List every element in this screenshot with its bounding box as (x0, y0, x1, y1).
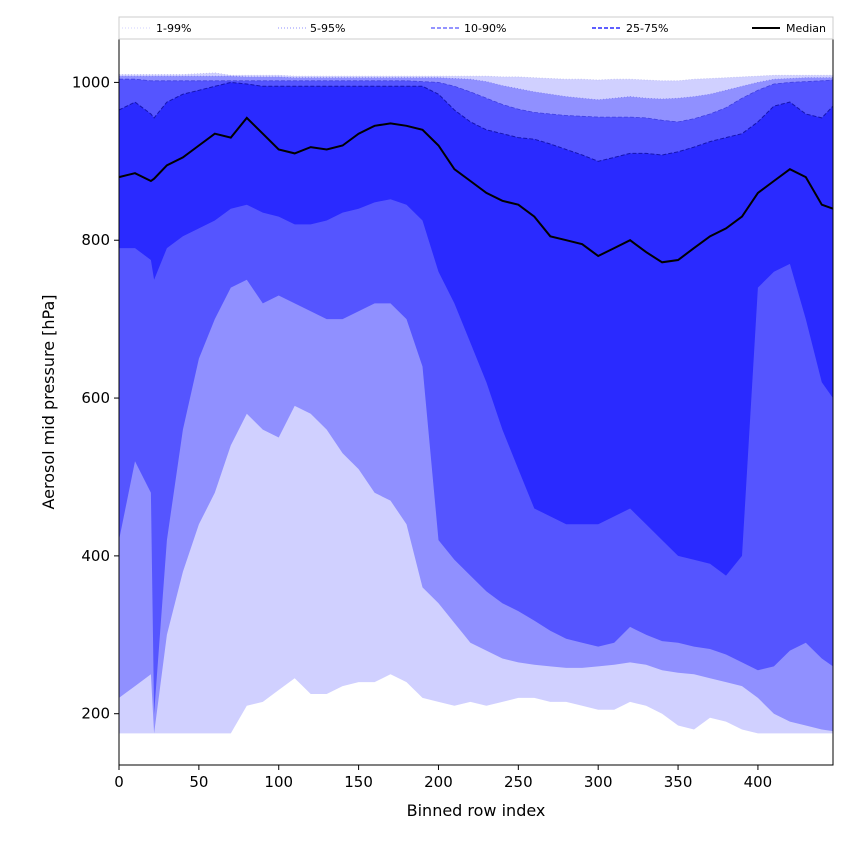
median-line (118, 116, 834, 264)
band-upper-edge-25to75 (118, 81, 834, 162)
band-25to75 (119, 82, 833, 576)
legend: 1-99% 5-95% 10-90% 25-75% Median (118, 16, 834, 40)
y-tick-label: 800 (81, 231, 110, 249)
y-tick-label: 400 (81, 547, 110, 565)
median-layer (118, 116, 834, 264)
x-tick-label: 350 (664, 773, 693, 791)
y-tick-label: 200 (81, 705, 110, 723)
legend-label: 25-75% (626, 22, 668, 35)
y-axis-label: Aerosol mid pressure [hPa] (39, 294, 58, 509)
x-tick-label: 250 (504, 773, 533, 791)
band-upper-edge-1to99 (119, 72, 833, 82)
y-tick-label: 600 (81, 389, 110, 407)
x-tick-label: 200 (424, 773, 453, 791)
x-tick-label: 100 (264, 773, 293, 791)
x-tick-label: 50 (189, 773, 208, 791)
y-axis-ticks: 200 400 600 800 1000 (72, 73, 119, 723)
legend-label: Median (786, 22, 826, 35)
x-tick-label: 300 (584, 773, 613, 791)
percentile-bands (118, 72, 834, 734)
x-tick-label: 150 (344, 773, 373, 791)
band-upper-edge-10to90 (119, 78, 834, 123)
x-tick-label: 0 (114, 773, 124, 791)
x-tick-label: 400 (744, 773, 773, 791)
legend-label: 1-99% (156, 22, 191, 35)
legend-label: 10-90% (464, 22, 506, 35)
legend-box (118, 16, 834, 40)
x-axis-ticks: 0 50 100 150 200 250 300 350 400 (114, 765, 772, 791)
x-axis-label: Binned row index (407, 801, 546, 820)
y-tick-label: 1000 (72, 73, 110, 91)
band-upper-edge-5to95 (119, 75, 833, 101)
legend-label: 5-95% (310, 22, 345, 35)
